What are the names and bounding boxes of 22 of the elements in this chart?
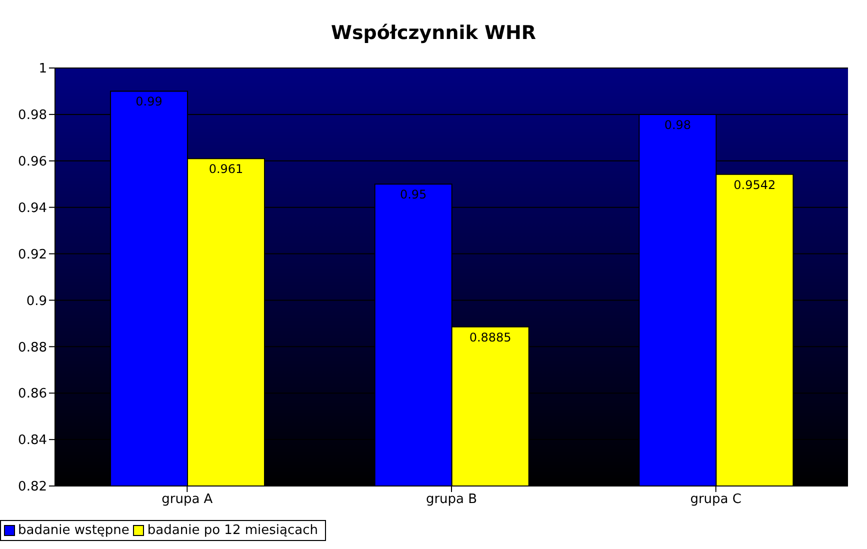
y-tick-label: 0.96 — [18, 154, 47, 170]
y-tick-label: 0.88 — [18, 340, 47, 356]
y-tick-label: 0.98 — [18, 108, 47, 124]
data-label: 0.961 — [208, 162, 244, 176]
data-label: 0.95 — [400, 188, 427, 202]
y-tick-label: 1 — [38, 62, 47, 77]
y-tick-label: 0.84 — [18, 433, 47, 448]
y-tick-label: 0.9 — [26, 294, 47, 309]
chart-title: Współczynnik WHR — [330, 22, 537, 44]
x-tick-label: grupa C — [690, 492, 742, 508]
legend-label: badanie po 12 miesiącach — [146, 523, 318, 538]
data-label: 0.8885 — [469, 330, 512, 344]
y-tick-label: 0.92 — [18, 247, 47, 262]
x-tick-label: grupa B — [426, 492, 478, 508]
y-tick-label: 0.86 — [18, 386, 47, 402]
legend-label: badanie wstępne — [17, 523, 130, 538]
data-label: 0.9542 — [734, 178, 776, 192]
y-tick-label: 0.82 — [18, 480, 47, 495]
data-label: 0.98 — [664, 118, 692, 132]
data-label: 0.99 — [136, 94, 162, 109]
y-tick-label: 0.94 — [18, 200, 47, 216]
x-tick-label: grupa A — [162, 492, 213, 508]
